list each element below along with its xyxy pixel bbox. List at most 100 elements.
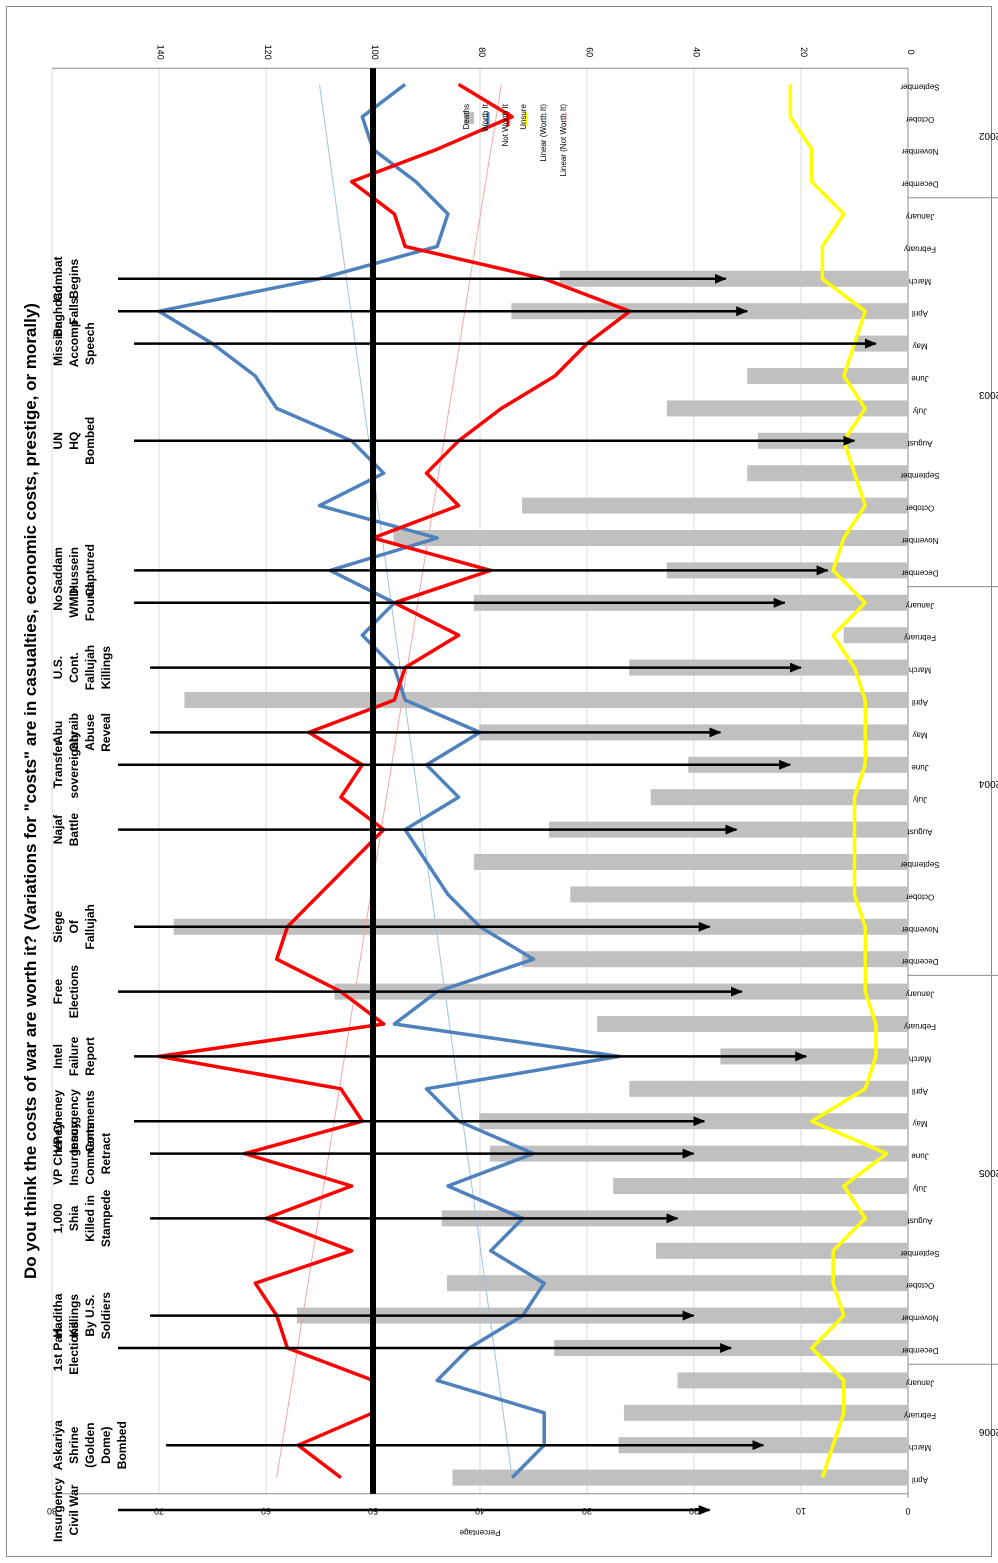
month-label: September: [900, 82, 939, 91]
deaths-bar: [688, 756, 908, 773]
event-label: VP Cheney: [51, 1122, 65, 1185]
event-label: Fallujah: [83, 645, 97, 690]
month-label: July: [913, 1184, 927, 1193]
month-label: December: [901, 180, 938, 189]
event-label: Cont.: [67, 652, 81, 683]
month-label: November: [901, 1314, 938, 1323]
unsure-line: [788, 84, 889, 1479]
event-label: Of: [67, 919, 81, 933]
month-label: November: [901, 536, 938, 545]
month-label: March: [909, 666, 931, 675]
month-label: November: [901, 147, 938, 156]
event-label: Stampede: [99, 1189, 113, 1247]
y-right-tick-label: 140: [156, 45, 166, 60]
deaths-bar: [613, 1178, 908, 1194]
legend-swatch: [464, 112, 474, 124]
deaths-bar: [747, 465, 908, 482]
deaths-bar: [623, 1404, 908, 1421]
event-label: Shrine: [67, 1426, 81, 1464]
event-label: HQ: [67, 432, 81, 450]
trend-worth-it-line: [319, 84, 513, 1478]
event-label: Transfer: [51, 741, 65, 789]
legend-label: Worth It: [481, 103, 490, 132]
event-label: Found: [83, 584, 97, 621]
event-label: Report: [83, 1037, 97, 1076]
year-label: 2005: [978, 1167, 998, 1178]
event-label: U.S.: [51, 656, 65, 679]
month-label: December: [901, 568, 938, 577]
deaths-bar: [522, 497, 908, 514]
event-label: Speech: [83, 322, 97, 365]
month-label: April: [912, 698, 928, 707]
month-label: June: [911, 1152, 929, 1161]
month-label: April: [912, 1476, 928, 1485]
event-label: Intel: [51, 1044, 65, 1069]
event-label: Killings: [67, 1294, 81, 1338]
legend-label: Unsure: [519, 103, 528, 129]
event-label: Bombed: [83, 417, 97, 465]
month-label: February: [904, 1411, 936, 1420]
deaths-bar: [677, 1372, 908, 1389]
chart-title: Do you think the costs of war are worth …: [21, 303, 40, 1279]
deaths-bar: [720, 1048, 908, 1065]
event-label: Abuse: [83, 714, 97, 751]
y-left-axis-label: Percentage: [459, 1528, 500, 1537]
event-label: Baghdad: [51, 286, 65, 337]
trend-not-worth-it-line: [276, 84, 502, 1478]
y-right-tick-label: 40: [692, 47, 702, 57]
y-right-tick-label: 100: [370, 45, 380, 60]
month-label: April: [912, 309, 928, 318]
month-label: January: [906, 212, 934, 221]
deaths-bar: [452, 1469, 908, 1486]
month-label: August: [907, 1216, 933, 1225]
year-label: 2004: [978, 778, 998, 789]
month-label: February: [904, 1022, 936, 1031]
event-label: Elections: [67, 965, 81, 1019]
event-label: Failure: [67, 1036, 81, 1076]
month-label: January: [906, 601, 934, 610]
event-label: Hussein: [67, 547, 81, 594]
legend-label: Deaths: [462, 104, 471, 129]
legend-label: Linear (Worth It): [539, 104, 548, 162]
month-label: August: [907, 439, 933, 448]
event-label: Bombed: [115, 1421, 129, 1469]
event-label: 1,000: [51, 1203, 65, 1233]
month-label: May: [912, 342, 927, 351]
month-label: August: [907, 828, 933, 837]
deaths-bar: [570, 886, 908, 903]
event-label: VP Cheney: [51, 1090, 65, 1153]
event-label: Ghraib: [67, 713, 81, 752]
event-label: Comments: [83, 1090, 97, 1152]
event-label: Retract: [99, 1133, 113, 1174]
y-right-tick-label: 60: [584, 47, 594, 57]
worth-it-line: [157, 83, 621, 1479]
event-label: sovereignty: [67, 731, 81, 799]
month-label: September: [900, 1249, 939, 1258]
event-label: Begins: [67, 258, 81, 298]
event-label: Insurgency: [51, 1478, 65, 1542]
event-label: Siege: [51, 910, 65, 942]
event-label: Fallujah: [83, 904, 97, 949]
month-label: November: [901, 925, 938, 934]
event-label: Askariya: [51, 1420, 65, 1470]
deaths-bar: [629, 1080, 908, 1097]
year-label: 2006: [978, 1426, 998, 1437]
deaths-bar: [473, 854, 908, 870]
deaths-bar: [656, 1242, 908, 1259]
event-label: Mission: [51, 321, 65, 366]
deaths-bar: [843, 627, 908, 644]
event-label: Battle: [67, 813, 81, 847]
y-left-tick-label: 0: [905, 1506, 910, 1516]
month-label: July: [913, 406, 927, 415]
event-label: Civil War: [67, 1484, 81, 1535]
month-label: October: [905, 1281, 934, 1290]
event-label: Accomp: [67, 320, 81, 367]
y-right-tick-label: 0: [906, 50, 916, 55]
event-label: Najaf: [51, 814, 65, 844]
event-label: Free: [51, 979, 65, 1005]
month-label: May: [912, 1119, 927, 1128]
month-label: October: [905, 892, 934, 901]
month-label: February: [904, 633, 936, 642]
event-label: UN: [51, 432, 65, 449]
